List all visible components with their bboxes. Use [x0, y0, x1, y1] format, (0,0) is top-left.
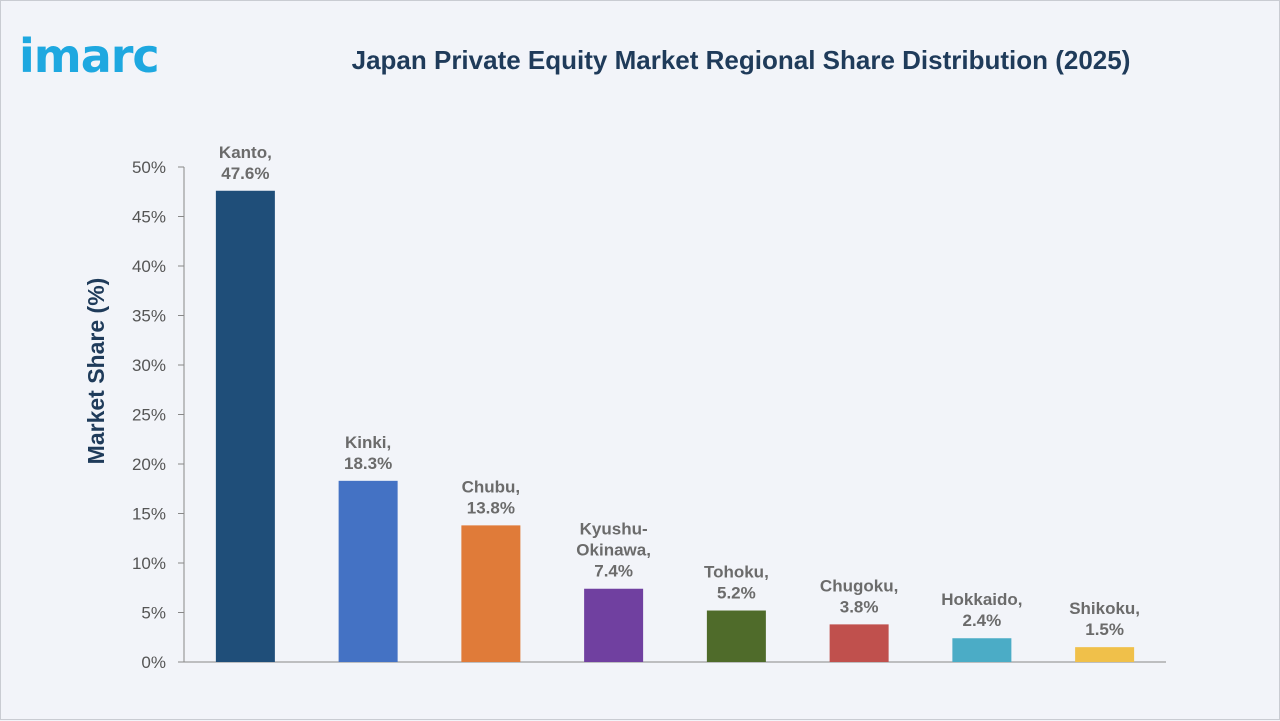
- bar-data-label: Kyushu-Okinawa, 7.4%: [576, 520, 651, 581]
- y-tick-label: 25%: [132, 406, 166, 425]
- y-tick-label: 30%: [132, 356, 166, 375]
- bar-kanto: [215, 190, 275, 662]
- bar-kyushu-okinawa: [584, 588, 644, 662]
- bar-chugoku: [829, 624, 889, 662]
- y-tick-label: 5%: [141, 604, 166, 623]
- bar-data-label: Chugoku, 3.8%: [820, 576, 898, 616]
- y-tick-label: 40%: [132, 257, 166, 276]
- chart-title: Japan Private Equity Market Regional Sha…: [351, 45, 1131, 75]
- logo-text: imarc: [19, 29, 160, 83]
- y-tick-label: 15%: [132, 505, 166, 524]
- bar-chubu: [461, 525, 521, 662]
- bar-shikoku: [1075, 647, 1135, 662]
- y-tick-label: 20%: [132, 455, 166, 474]
- bar-data-label: Shikoku, 1.5%: [1069, 599, 1140, 639]
- bar-data-label: Chubu, 13.8%: [462, 477, 521, 517]
- bar-data-label: Hokkaido, 2.4%: [941, 590, 1022, 630]
- bar-kinki: [338, 480, 398, 662]
- bar-hokkaido: [952, 638, 1012, 662]
- y-tick-label: 50%: [132, 158, 166, 177]
- y-tick-label: 35%: [132, 307, 166, 326]
- y-axis-label: Market Share (%): [83, 278, 109, 465]
- bar-data-label: Tohoku, 5.2%: [704, 563, 769, 603]
- data-labels-group: Kanto, 47.6% Kinki, 18.3% Chubu, 13.8% Kyushu-…: [219, 143, 1140, 639]
- y-tick-label: 0%: [141, 653, 166, 672]
- bar-data-label: Kinki, 18.3%: [344, 433, 392, 473]
- bar-tohoku: [706, 610, 766, 662]
- imarc-logo: imarc: [19, 15, 209, 85]
- bars-group: [215, 190, 1135, 662]
- chart-axes: 0% 5% 10% 15% 20% 25% 30% 35% 40% 45% 50%: [132, 158, 1166, 672]
- y-tick-label: 45%: [132, 208, 166, 227]
- bar-data-label: Kanto, 47.6%: [219, 143, 272, 183]
- y-tick-label: 10%: [132, 554, 166, 573]
